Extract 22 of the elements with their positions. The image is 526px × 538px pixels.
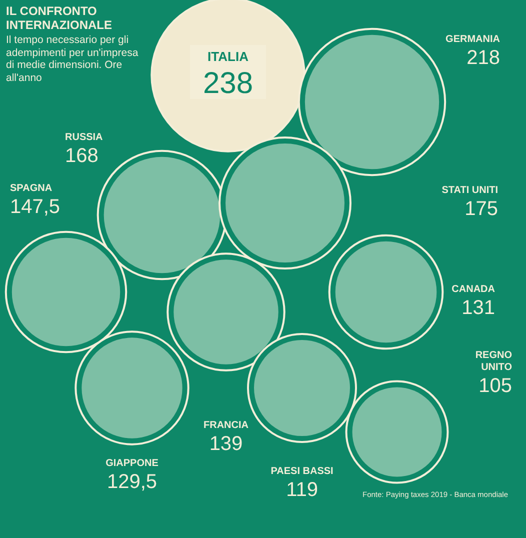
category-label: PAESI BASSI (270, 466, 334, 477)
data-label: 218 (466, 47, 500, 69)
category-label: STATI UNITI (442, 185, 498, 196)
data-label: 139 (209, 433, 243, 455)
category-label: REGNO UNITO (475, 350, 512, 373)
data-label: 119 (286, 479, 318, 501)
text: Il tempo necessario per gli adempimenti per un'impresa di medie dimensioni. Ore all'anno (6, 34, 140, 84)
category-label: GIAPPONE (106, 458, 159, 469)
data-label: 175 (464, 198, 498, 220)
category-label: FRANCIA (204, 420, 248, 431)
text: IL CONFRONTO INTERNAZIONALE (6, 4, 113, 32)
data-label: 131 (462, 297, 495, 319)
data-label: 147,5 (10, 196, 60, 218)
category-label: RUSSIA (65, 132, 103, 143)
category-label: ITALIA (208, 49, 250, 64)
data-label: 168 (65, 145, 98, 167)
data-label: 105 (478, 375, 512, 397)
data-label: 129,5 (106, 471, 158, 493)
data-label: 238 (202, 67, 254, 100)
category-label: SPAGNA (10, 183, 52, 194)
category-label: CANADA (452, 284, 495, 295)
category-label: GERMANIA (446, 34, 500, 45)
